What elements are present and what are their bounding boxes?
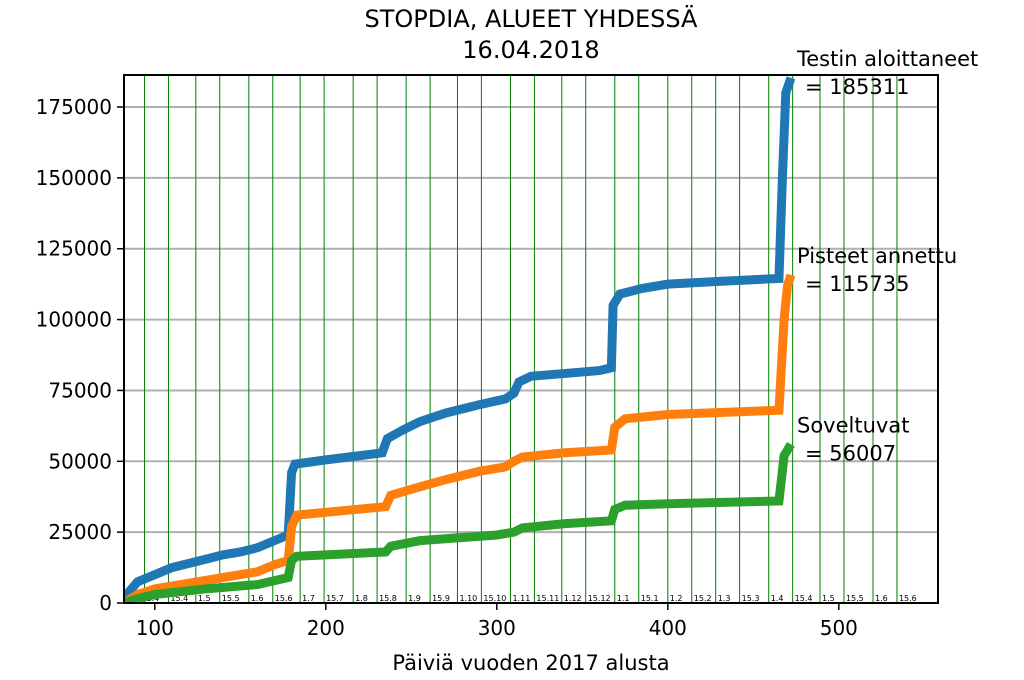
- x-tick-label: 200: [307, 616, 345, 640]
- y-tick-label: 50000: [48, 449, 112, 473]
- date-label: 15.5: [222, 594, 240, 603]
- date-label: 15.4: [170, 594, 188, 603]
- series-annotation: = 185311: [805, 75, 909, 99]
- date-label: 15.5: [846, 594, 864, 603]
- date-label: 15.2: [694, 594, 712, 603]
- date-label: 15.3: [742, 594, 760, 603]
- date-label: 1.5: [822, 594, 835, 603]
- chart-title: STOPDIA, ALUEET YHDESSÄ: [365, 4, 699, 33]
- x-tick-label: 400: [649, 616, 687, 640]
- date-label: 1.1: [617, 594, 630, 603]
- date-label: 15.4: [795, 594, 813, 603]
- date-label: 1.5: [198, 594, 211, 603]
- series-line: [124, 273, 796, 603]
- date-label: 15.8: [379, 594, 397, 603]
- y-tick-label: 175000: [36, 95, 112, 119]
- date-label: 1.7: [302, 594, 315, 603]
- series-annotation: = 56007: [805, 441, 896, 465]
- date-label: 1.4: [771, 594, 784, 603]
- y-tick-label: 100000: [36, 308, 112, 332]
- y-tick-label: 125000: [36, 237, 112, 261]
- date-label: 1.8: [355, 594, 368, 603]
- date-label: 15.10: [483, 594, 506, 603]
- date-label: 1.3: [718, 594, 731, 603]
- series-annotation: Testin aloittaneet: [796, 47, 978, 71]
- y-tick-label: 25000: [48, 520, 112, 544]
- series-line: [124, 441, 795, 603]
- date-label: 15.1: [641, 594, 659, 603]
- x-tick-label: 300: [478, 616, 516, 640]
- x-tick-label: 500: [820, 616, 858, 640]
- date-label: 1.2: [670, 594, 683, 603]
- date-label: 1.12: [564, 594, 582, 603]
- y-tick-label: 0: [99, 591, 112, 615]
- series-annotation: Pisteet annettu: [797, 244, 957, 268]
- plot-frame: [123, 74, 939, 604]
- series-line: [124, 76, 796, 603]
- date-label: 15.9: [432, 594, 450, 603]
- date-label: 1.6: [251, 594, 264, 603]
- date-label: 15.11: [536, 594, 559, 603]
- series-annotation: = 115735: [805, 272, 909, 296]
- date-label: 15.6: [899, 594, 917, 603]
- x-tick-label: 100: [136, 616, 174, 640]
- date-label: 1.9: [408, 594, 421, 603]
- date-label: 1.10: [459, 594, 477, 603]
- date-label: 15.12: [588, 594, 611, 603]
- date-label: 15.6: [275, 594, 293, 603]
- date-label: 1.6: [875, 594, 888, 603]
- date-label: 1.11: [512, 594, 530, 603]
- x-axis-label: Päiviä vuoden 2017 alusta: [392, 651, 669, 675]
- date-label: 15.7: [326, 594, 344, 603]
- chart-subtitle: 16.04.2018: [462, 36, 599, 64]
- y-tick-label: 75000: [48, 378, 112, 402]
- y-tick-label: 150000: [36, 166, 112, 190]
- series-annotation: Soveltuvat: [797, 413, 909, 437]
